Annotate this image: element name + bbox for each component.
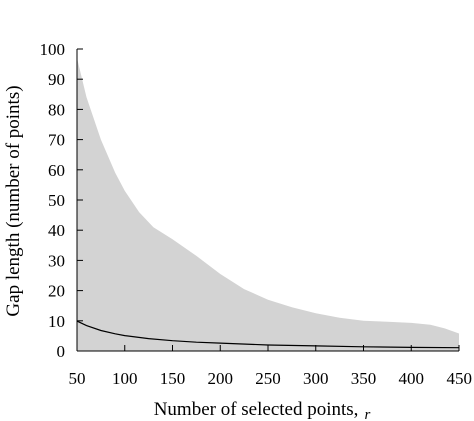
x-tick-label: 350	[351, 369, 377, 388]
y-tick-label: 50	[48, 191, 65, 210]
x-axis-title-text: Number of selected points,	[154, 399, 359, 420]
x-tick-label: 150	[160, 369, 186, 388]
x-axis-ticks: 50 100 150 200 250 300 350 400 450	[69, 345, 473, 388]
y-tick-label: 60	[48, 161, 65, 180]
y-tick-label: 80	[48, 100, 65, 119]
x-tick-label: 250	[255, 369, 281, 388]
y-tick-label: 10	[48, 312, 65, 331]
x-tick-label: 400	[399, 369, 425, 388]
y-tick-label: 100	[40, 40, 66, 59]
y-axis-ticks: 0 10 20 30 40 50 60 70 80 90 100	[40, 40, 83, 361]
x-tick-label: 300	[303, 369, 329, 388]
x-axis-title: Number of selected points, r	[154, 399, 371, 421]
y-axis-title: Gap length (number of points)	[3, 85, 24, 316]
y-tick-label: 70	[48, 131, 65, 150]
y-tick-label: 20	[48, 282, 65, 301]
x-tick-label: 100	[112, 369, 138, 388]
gap-range-band	[77, 58, 459, 351]
x-tick-label: 200	[208, 369, 234, 388]
y-tick-label: 40	[48, 221, 65, 240]
median-line-layer	[76, 320, 460, 349]
x-tick-label: 450	[447, 369, 473, 388]
y-tick-label: 0	[57, 342, 66, 361]
x-tick-label: 50	[69, 369, 86, 388]
y-tick-label: 30	[48, 251, 65, 270]
x-axis-title-variable: r	[364, 407, 370, 421]
median-gap-line	[76, 320, 460, 349]
y-tick-label: 90	[48, 70, 65, 89]
gap-range-band-layer	[77, 58, 459, 351]
